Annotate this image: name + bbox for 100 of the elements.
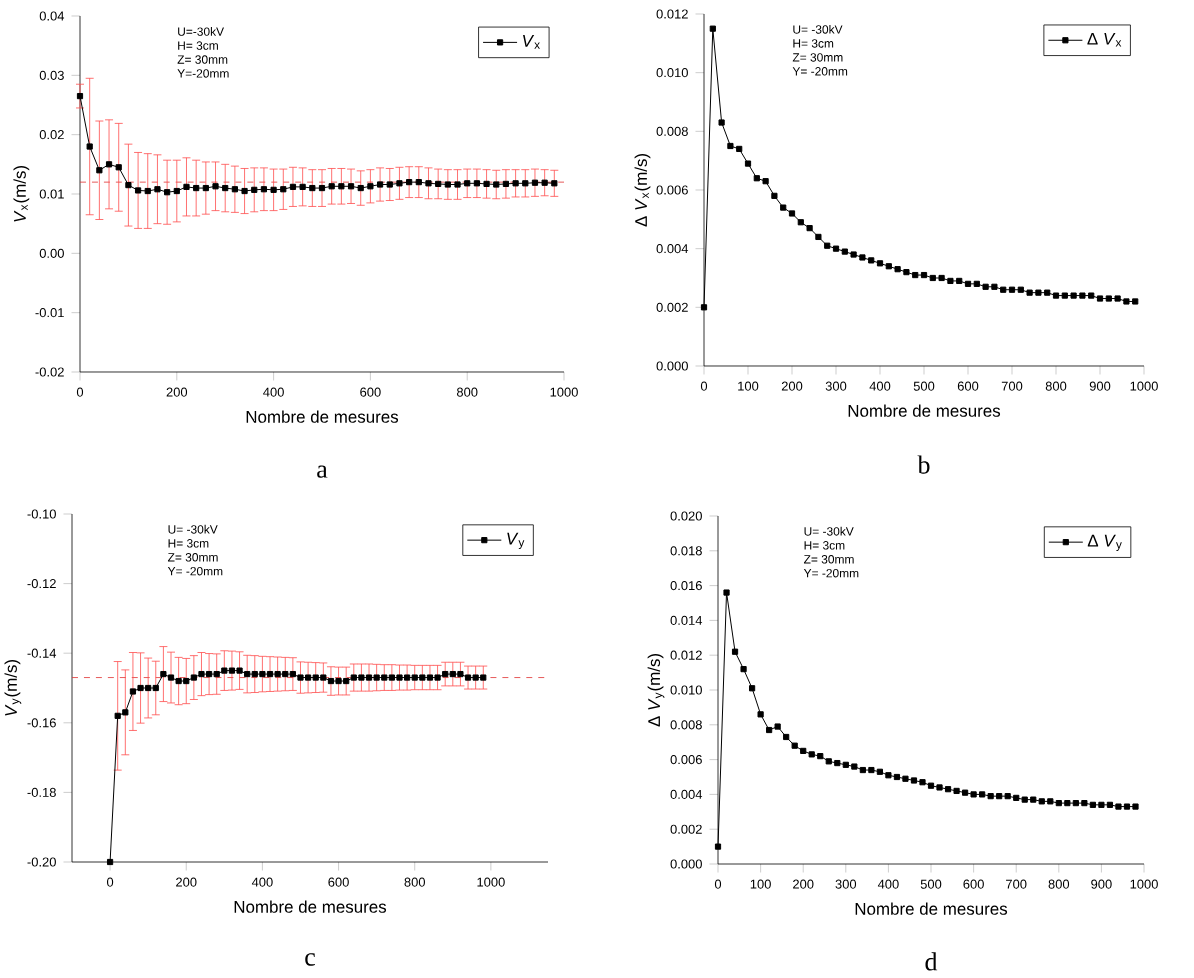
- point: [1088, 292, 1095, 299]
- point: [152, 684, 159, 692]
- point: [236, 667, 243, 674]
- point: [347, 183, 355, 190]
- point: [868, 257, 875, 264]
- point: [282, 670, 289, 678]
- point: [338, 183, 345, 190]
- text: b: [917, 455, 930, 474]
- point: [834, 759, 841, 767]
- point: [929, 274, 936, 282]
- point: [129, 688, 137, 695]
- point: [96, 167, 103, 174]
- point: [531, 179, 539, 186]
- point: [961, 789, 969, 796]
- point: [320, 674, 327, 681]
- point: [791, 742, 798, 749]
- point: [259, 670, 266, 678]
- legend-label: Δ V$_{y}$: [1087, 534, 1122, 551]
- point: [947, 277, 954, 285]
- point: [457, 670, 464, 678]
- point: [350, 674, 357, 681]
- text: c: [305, 953, 315, 966]
- point: [1055, 800, 1062, 807]
- point: [134, 187, 142, 194]
- point: [1096, 295, 1104, 302]
- point: [205, 670, 213, 678]
- point: [175, 677, 182, 685]
- point: [125, 181, 132, 189]
- point: [1047, 798, 1054, 805]
- point: [297, 674, 304, 681]
- point: [1013, 794, 1020, 801]
- point: [1061, 292, 1068, 299]
- point: [183, 677, 190, 685]
- point: [160, 670, 167, 678]
- point: [766, 726, 773, 734]
- point: [541, 179, 548, 186]
- point: [76, 92, 84, 100]
- point: [815, 233, 822, 241]
- point: [396, 180, 403, 187]
- point: [1070, 292, 1077, 299]
- legend-label: V$_{x}$: [523, 35, 540, 49]
- point: [305, 674, 312, 681]
- point: [1000, 286, 1007, 293]
- point: [419, 674, 426, 681]
- point: [274, 670, 281, 678]
- point: [483, 180, 490, 188]
- point: [817, 753, 824, 760]
- point: [714, 843, 722, 850]
- point: [876, 768, 883, 775]
- point: [1044, 289, 1051, 296]
- x-axis-title: Nombre de mesures: [855, 902, 1008, 915]
- point: [376, 181, 384, 188]
- point: [173, 187, 180, 195]
- point: [454, 181, 461, 188]
- point: [551, 180, 558, 187]
- text: d: [925, 952, 938, 971]
- point: [386, 181, 393, 188]
- point: [183, 183, 190, 190]
- point: [723, 589, 730, 596]
- point: [434, 674, 441, 681]
- point: [979, 791, 986, 798]
- point: [970, 791, 977, 798]
- point: [1021, 796, 1028, 803]
- point: [744, 160, 752, 167]
- point: [973, 280, 980, 287]
- point: [365, 674, 373, 681]
- point: [1030, 796, 1037, 803]
- point: [367, 183, 374, 190]
- point: [522, 180, 529, 187]
- point: [762, 178, 769, 185]
- point: [718, 119, 725, 126]
- point: [115, 164, 122, 171]
- point: [343, 677, 350, 685]
- point: [774, 723, 781, 730]
- point: [299, 183, 306, 190]
- point: [1114, 295, 1121, 302]
- point: [808, 751, 815, 758]
- point: [327, 677, 335, 685]
- point: [788, 210, 796, 217]
- point: [797, 219, 804, 226]
- point: [825, 758, 832, 765]
- legend-label: Δ V$_{x}$: [1087, 32, 1122, 47]
- point: [241, 187, 248, 195]
- point: [1105, 295, 1112, 302]
- point: [212, 183, 219, 190]
- point: [893, 773, 901, 781]
- point: [1123, 298, 1130, 305]
- point: [1064, 800, 1071, 807]
- point: [106, 858, 114, 866]
- point: [824, 242, 831, 249]
- point: [193, 184, 200, 192]
- point: [1072, 800, 1079, 807]
- point: [1035, 289, 1042, 296]
- point: [318, 184, 326, 192]
- point: [753, 175, 760, 182]
- y-axis-title: V$_{y}$(m/s): [4, 659, 22, 716]
- point: [260, 186, 268, 193]
- point: [850, 251, 857, 258]
- point: [137, 684, 144, 692]
- point: [114, 712, 121, 719]
